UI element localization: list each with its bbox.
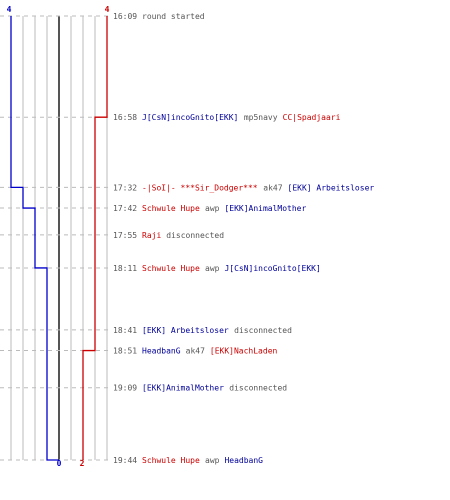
red-player-name: [EKK]NachLaden bbox=[210, 347, 278, 356]
blue-player-name: J[CsN]incoGnito[EKK] bbox=[142, 113, 238, 122]
event-action: awp bbox=[205, 264, 220, 273]
red-start-count: 4 bbox=[105, 5, 110, 14]
event-action: mp5navy bbox=[244, 113, 278, 122]
blue-player-name: [EKK] Arbeitsloser bbox=[288, 183, 375, 192]
event-time: 17:32 bbox=[113, 183, 137, 192]
event-action: awp bbox=[205, 204, 220, 213]
red-player-name: Raji bbox=[142, 231, 161, 240]
event-action: round started bbox=[142, 12, 205, 21]
event-action: ak47 bbox=[263, 183, 282, 192]
blue-team-line bbox=[10, 16, 59, 461]
red-team-line bbox=[82, 16, 108, 460]
event-time: 17:42 bbox=[113, 204, 137, 213]
event-log: 16:09 round started 16:58 J[CsN]incoGnito[E… bbox=[113, 12, 374, 465]
event-action: ak47 bbox=[186, 347, 205, 356]
blue-start-count: 4 bbox=[7, 5, 12, 14]
event-action: disconnected bbox=[166, 231, 224, 240]
blue-player-name: HeadbanG bbox=[142, 347, 181, 356]
red-player-name: Schwule Hupe bbox=[142, 456, 200, 465]
event-guide-lines bbox=[0, 15, 110, 461]
count-labels: 4 4 0 2 bbox=[7, 5, 110, 468]
blue-player-name: [EKK]AnimalMother bbox=[142, 384, 224, 393]
red-end-count: 2 bbox=[80, 459, 85, 468]
blue-player-name: J[CsN]incoGnito[EKK] bbox=[224, 264, 320, 273]
event-action: disconnected bbox=[234, 326, 292, 335]
event-time: 17:55 bbox=[113, 231, 137, 240]
event-time: 16:58 bbox=[113, 113, 137, 122]
blue-player-name: HeadbanG bbox=[224, 456, 263, 465]
blue-player-name: [EKK] Arbeitsloser bbox=[142, 326, 229, 335]
red-player-name: Schwule Hupe bbox=[142, 264, 200, 273]
event-time: 19:44 bbox=[113, 456, 137, 465]
red-player-name: CC|Spadjaari bbox=[283, 113, 341, 122]
event-time: 18:41 bbox=[113, 326, 137, 335]
event-time: 19:09 bbox=[113, 384, 137, 393]
event-action: awp bbox=[205, 456, 220, 465]
team-series bbox=[10, 16, 108, 461]
event-time: 18:51 bbox=[113, 347, 137, 356]
red-player-name: Schwule Hupe bbox=[142, 204, 200, 213]
event-action: disconnected bbox=[229, 384, 287, 393]
blue-end-count: 0 bbox=[57, 459, 62, 468]
event-time: 18:11 bbox=[113, 264, 137, 273]
event-time: 16:09 bbox=[113, 12, 137, 21]
blue-player-name: [EKK]AnimalMother bbox=[224, 204, 306, 213]
grid-lines bbox=[10, 16, 108, 460]
red-player-name: -|SoI|- ***Sir_Dodger*** bbox=[142, 183, 258, 192]
